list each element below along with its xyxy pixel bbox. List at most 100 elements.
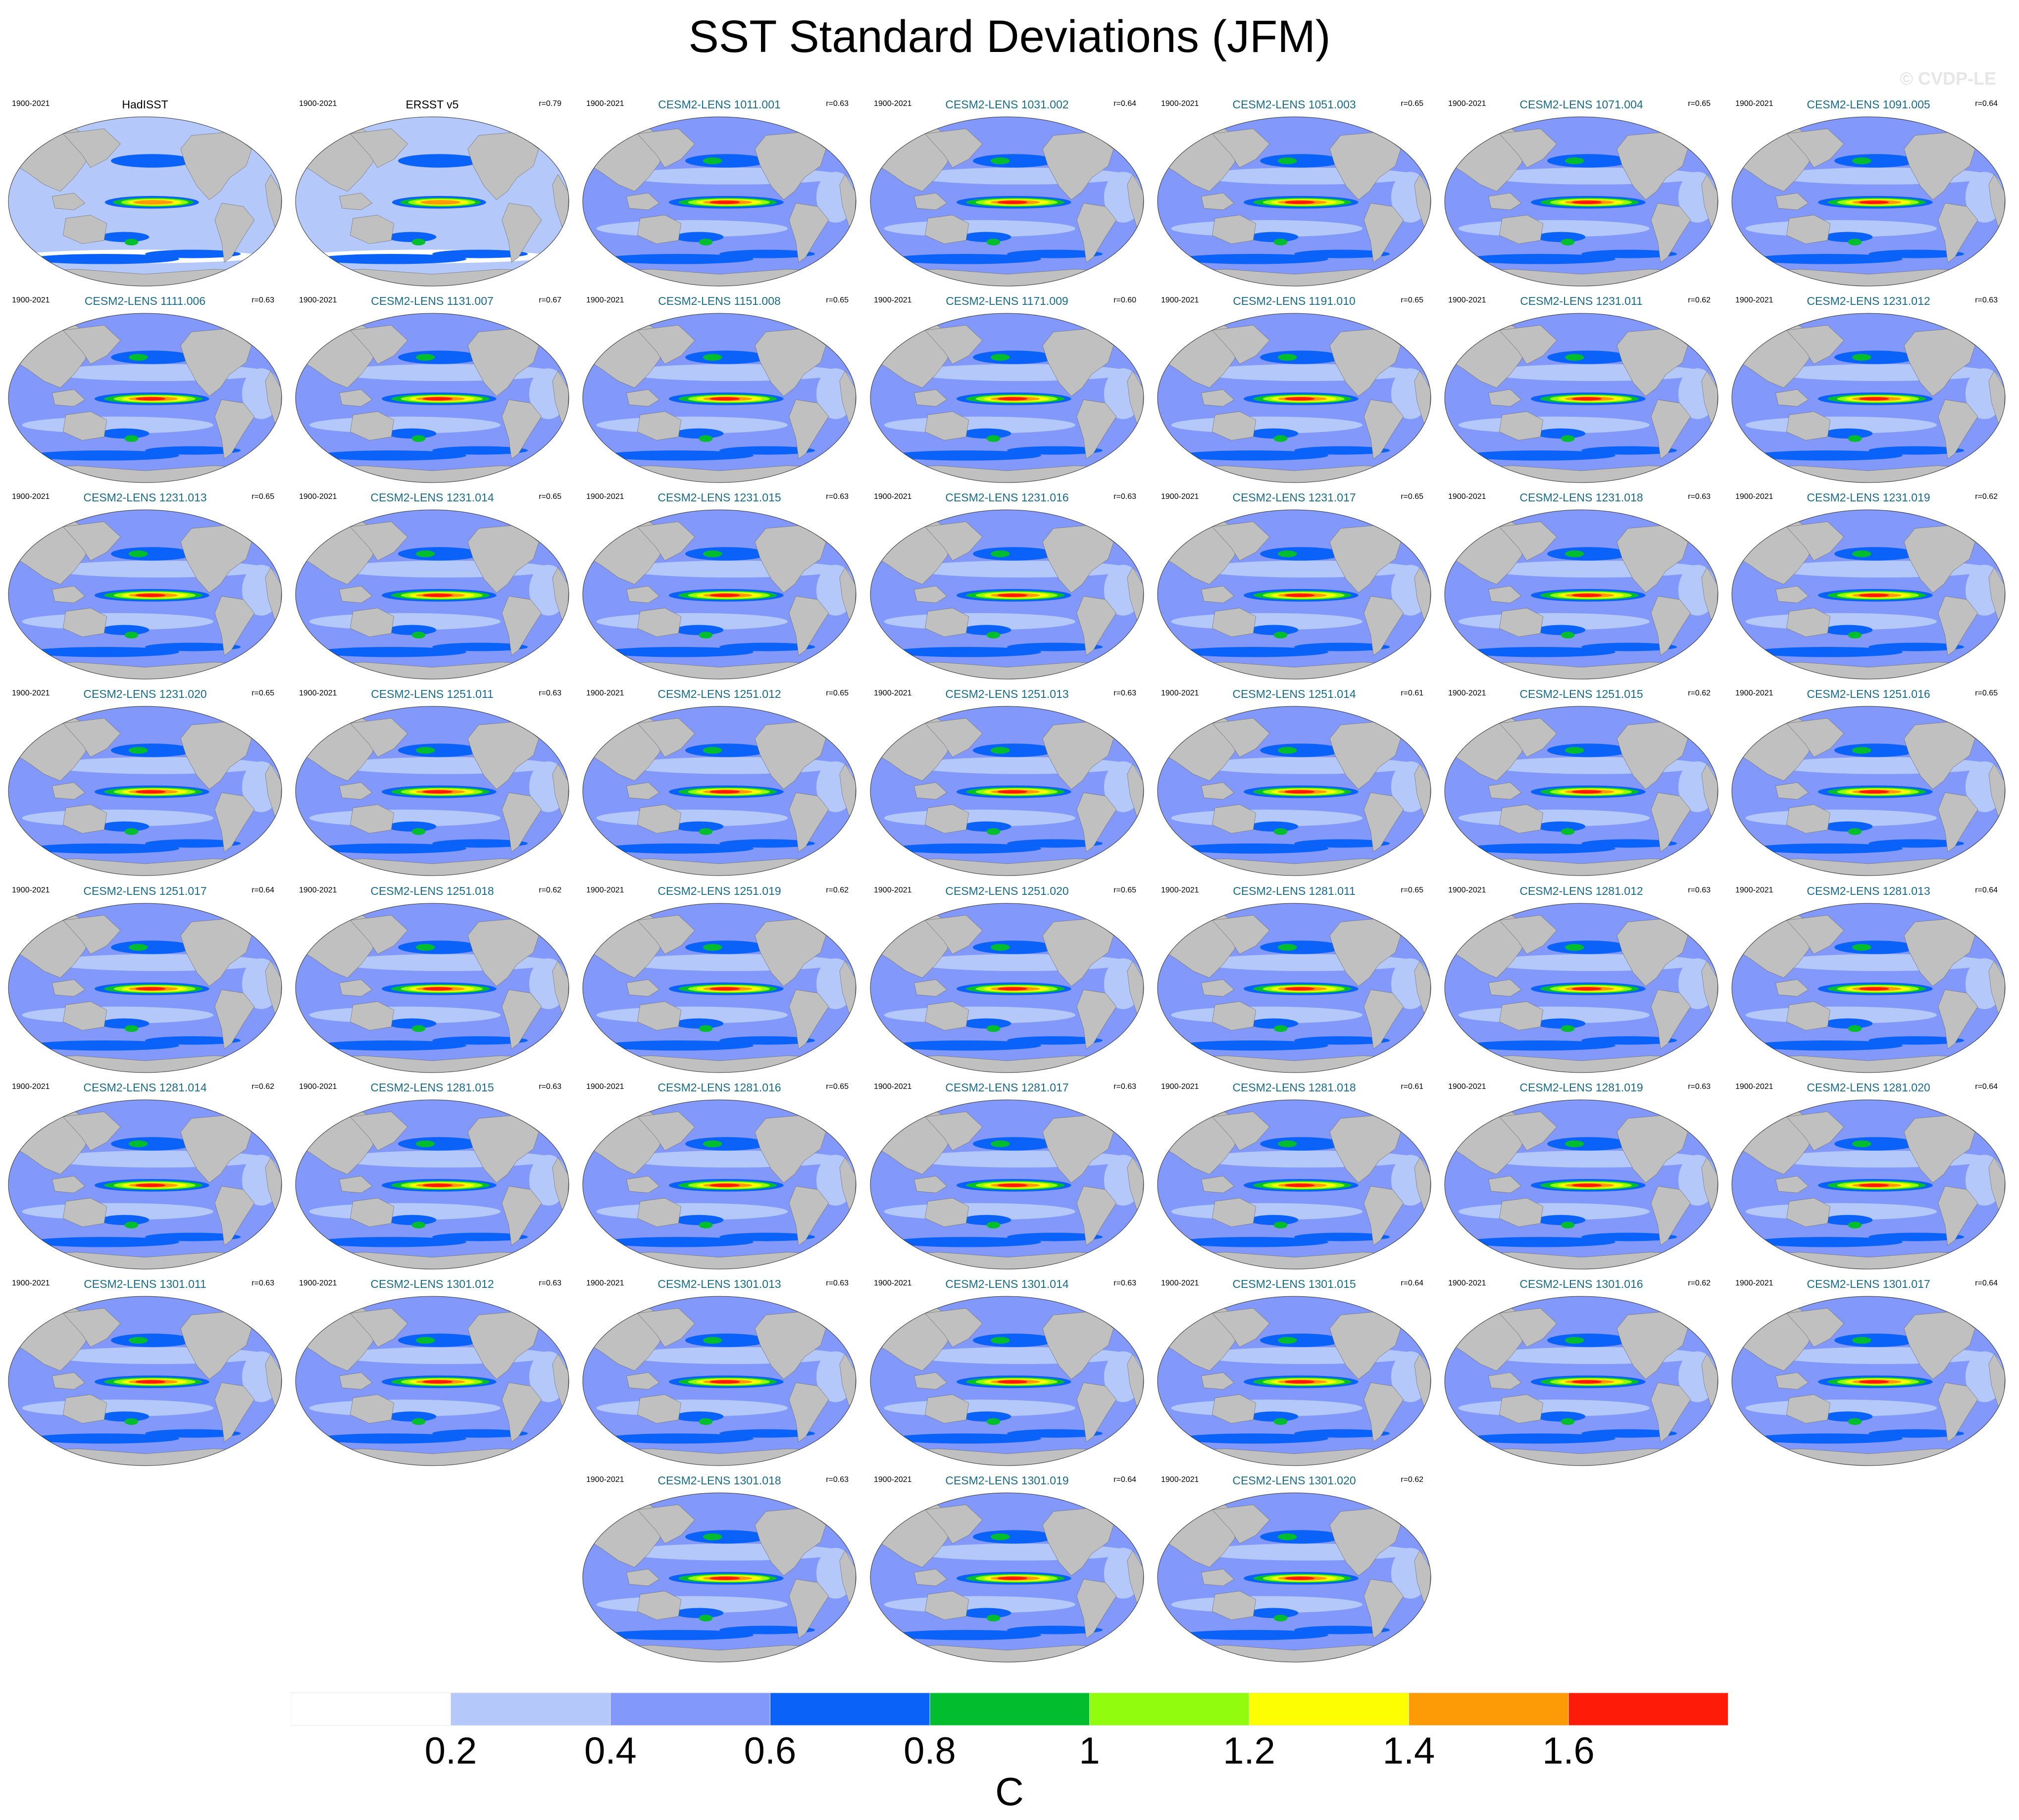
- southern-ocean-band: [1178, 1433, 1328, 1444]
- land-south-america: [1076, 596, 1117, 656]
- enso-band-1.6: [135, 1183, 166, 1187]
- land-greenland: [538, 905, 558, 924]
- sst-std-map: [1731, 1099, 2006, 1270]
- kuroshio-extension: [128, 1337, 148, 1344]
- map-outline: [870, 1492, 1144, 1663]
- panel-pattern-correlation: r=0.65: [826, 1082, 849, 1091]
- south-pacific-green: [1273, 435, 1288, 442]
- map-panel: 1900-2021 CESM2-LENS 1231.019 r=0.62: [1728, 491, 2009, 684]
- southern-ocean-band: [603, 1630, 754, 1640]
- land-asia-east: [637, 1111, 695, 1151]
- southern-ocean-band-east: [145, 1232, 241, 1241]
- land-asia-east: [62, 915, 121, 954]
- panel-dataset-name: CESM2-LENS 1231.018: [1519, 491, 1643, 504]
- south-pacific-patch: [961, 1018, 1011, 1029]
- land-south-america: [1651, 596, 1691, 656]
- land-south-america: [1363, 1186, 1404, 1246]
- enso-band-1.6: [422, 790, 453, 794]
- land-africa: [552, 1157, 569, 1210]
- land-maritime-continent: [51, 1176, 86, 1193]
- north-pacific-patch: [1260, 1333, 1342, 1347]
- map-outline: [1157, 903, 1431, 1073]
- kuroshio-extension: [415, 944, 435, 951]
- south-pacific-green: [699, 828, 713, 835]
- southern-ocean-band-east: [1581, 839, 1677, 848]
- land-australia: [350, 411, 395, 441]
- map-outline: [1157, 706, 1431, 876]
- land-africa: [1988, 174, 2005, 227]
- land-africa: [1414, 370, 1431, 424]
- southern-ocean-band: [1178, 450, 1328, 461]
- kuroshio-extension: [990, 354, 1010, 361]
- land-maritime-continent: [626, 586, 660, 603]
- panel-dataset-name: CESM2-LENS 1131.007: [371, 295, 494, 307]
- north-pacific-patch: [1260, 547, 1342, 561]
- south-pacific-patch: [961, 1215, 1011, 1226]
- panel-pattern-correlation: r=0.64: [1113, 99, 1136, 108]
- land-south-america: [1651, 989, 1691, 1049]
- land-africa: [1127, 960, 1144, 1014]
- southern-ocean-band-east: [1868, 249, 1965, 258]
- kuroshio-extension: [1565, 1337, 1584, 1344]
- southern-ocean-band-east: [1868, 446, 1965, 455]
- panel-period: 1900-2021: [1448, 689, 1486, 697]
- land-asia-east: [350, 1111, 408, 1151]
- south-pacific-green: [124, 1025, 139, 1032]
- southern-ocean-band: [603, 647, 754, 657]
- south-pacific-green: [1848, 632, 1862, 639]
- land-greenland: [251, 905, 271, 924]
- land-south-america: [502, 399, 542, 459]
- sst-std-map: [870, 509, 1144, 680]
- enso-band-1.4: [133, 200, 174, 205]
- panel-dataset-name: CESM2-LENS 1231.016: [945, 491, 1069, 504]
- panel-period: 1900-2021: [874, 689, 912, 697]
- colorbar-bin: [451, 1692, 611, 1726]
- land-asia-east: [1786, 915, 1844, 954]
- southern-ocean-band-east: [145, 446, 241, 455]
- land-greenland: [1113, 905, 1133, 924]
- land-south-america: [1938, 1382, 1978, 1442]
- land-asia-east: [1211, 521, 1270, 561]
- colorbar-tick-label: 0.8: [904, 1730, 956, 1772]
- panel-period: 1900-2021: [299, 1279, 337, 1287]
- sst-std-map: [1157, 1296, 1431, 1466]
- colorbar-tick-label: 1.4: [1382, 1730, 1435, 1772]
- colorbar-bin: [1249, 1692, 1409, 1726]
- map-panel: 1900-2021 CESM2-LENS 1231.015 r=0.63: [579, 491, 859, 684]
- map-panel: 1900-2021 CESM2-LENS 1281.015 r=0.63: [292, 1081, 572, 1274]
- north-pacific-patch: [1834, 1137, 1917, 1151]
- panel-dataset-name: CESM2-LENS 1231.015: [657, 491, 781, 504]
- south-pacific-patch: [1536, 625, 1586, 636]
- land-greenland: [825, 118, 846, 138]
- sst-std-map: [582, 1296, 857, 1466]
- land-australia: [63, 608, 107, 637]
- south-pacific-patch: [961, 428, 1011, 439]
- land-africa: [265, 1157, 282, 1210]
- south-pacific-patch: [961, 821, 1011, 832]
- panel-pattern-correlation: r=0.62: [1688, 689, 1711, 697]
- south-pacific-green: [1848, 239, 1862, 246]
- land-south-america: [789, 203, 829, 263]
- land-asia-east: [350, 915, 408, 954]
- south-pacific-green: [411, 828, 426, 835]
- land-greenland: [251, 1101, 271, 1121]
- land-maritime-continent: [1775, 1372, 1809, 1390]
- map-panel: 1900-2021 CESM2-LENS 1281.017 r=0.63: [867, 1081, 1147, 1274]
- southern-ocean-band: [1178, 843, 1328, 854]
- land-maritime-continent: [51, 979, 86, 997]
- land-greenland: [1974, 315, 1995, 334]
- south-pacific-green: [699, 1025, 713, 1032]
- panel-pattern-correlation: r=0.65: [1113, 886, 1136, 894]
- land-maritime-continent: [626, 193, 660, 210]
- kuroshio-extension: [415, 1140, 435, 1147]
- kuroshio-extension: [1852, 550, 1871, 557]
- panel-period: 1900-2021: [586, 1476, 624, 1484]
- panel-period: 1900-2021: [1161, 99, 1199, 108]
- north-pacific-patch: [110, 940, 193, 954]
- map-panel: 1900-2021 CESM2-LENS 1281.020 r=0.64: [1728, 1081, 2009, 1274]
- south-pacific-patch: [387, 1018, 437, 1029]
- map-outline: [870, 1296, 1144, 1466]
- panel-dataset-name: CESM2-LENS 1251.020: [945, 885, 1069, 897]
- south-pacific-green: [411, 632, 426, 639]
- panel-dataset-name: CESM2-LENS 1251.012: [657, 688, 781, 700]
